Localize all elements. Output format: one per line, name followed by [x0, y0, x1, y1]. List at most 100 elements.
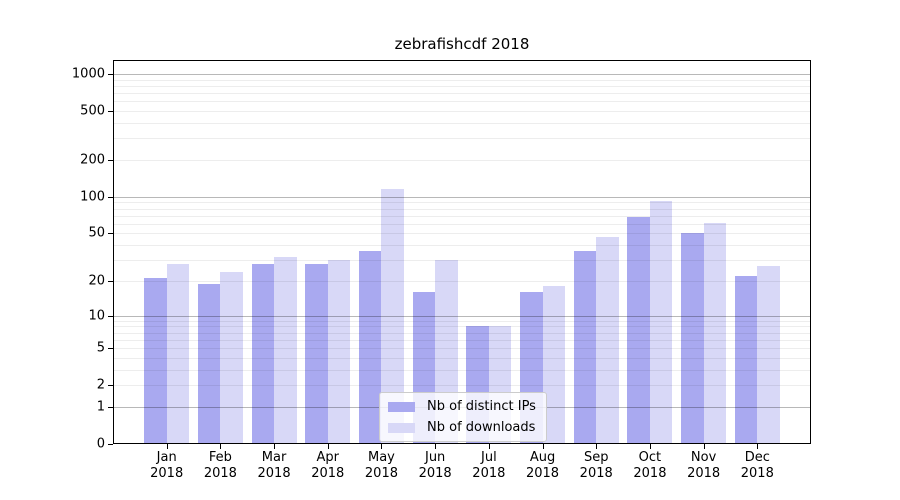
x-tick-sep: [596, 444, 598, 449]
x-tick-year: 2018: [740, 466, 774, 481]
x-tick-month: Aug: [529, 450, 556, 465]
bar-distinct-ips-apr: [305, 263, 328, 444]
x-tick-aug: [542, 444, 544, 449]
bar-downloads-feb: [220, 271, 243, 444]
x-tick-month: May: [368, 450, 395, 465]
y-tick-200: [108, 160, 113, 162]
x-tick-month: Jun: [424, 450, 446, 465]
x-tick-month: Sep: [583, 450, 609, 465]
gridline-minor-5: [113, 348, 811, 350]
y-tick-label-1: 1: [96, 399, 105, 415]
y-tick-label-500: 500: [80, 103, 105, 119]
legend: Nb of distinct IPs Nb of downloads: [379, 392, 547, 442]
y-tick-label-200: 200: [80, 152, 105, 168]
x-tick-dec: [757, 444, 759, 449]
gridline-minor-500: [113, 111, 811, 113]
x-tick-year: 2018: [633, 466, 667, 481]
legend-swatch-distinct-ips: [388, 401, 415, 412]
x-tick-year: 2018: [687, 466, 721, 481]
gridline-minor-90: [113, 202, 811, 204]
bar-downloads-oct: [649, 201, 673, 444]
bar-distinct-ips-sep: [573, 250, 597, 444]
chart-title: zebrafishcdf 2018: [394, 35, 530, 53]
gridline-minor-600: [113, 101, 811, 103]
x-tick-label-aug: Aug 2018: [513, 450, 573, 482]
bar-distinct-ips-nov: [681, 233, 704, 444]
gridline-minor-800: [113, 85, 811, 87]
x-tick-oct: [649, 444, 651, 449]
x-tick-year: 2018: [257, 466, 291, 481]
x-tick-label-feb: Feb 2018: [190, 450, 250, 482]
x-tick-year: 2018: [203, 466, 237, 481]
x-tick-jan: [166, 444, 168, 449]
y-tick-10: [108, 315, 113, 317]
gridline-minor-9: [113, 320, 811, 322]
bar-downloads-jan: [166, 263, 190, 444]
y-tick-5: [108, 348, 113, 350]
x-tick-jun: [435, 444, 437, 449]
gridline-minor-4: [113, 357, 811, 359]
gridline-minor-3: [113, 369, 811, 371]
gridline-minor-20: [113, 280, 811, 282]
bar-downloads-nov: [703, 222, 727, 444]
x-tick-label-oct: Oct 2018: [620, 450, 680, 482]
gridline-major-1000: [113, 74, 811, 76]
gridline-minor-8: [113, 326, 811, 328]
y-tick-100: [108, 196, 113, 198]
x-tick-month: Oct: [638, 450, 662, 465]
bar-downloads-dec: [757, 265, 780, 444]
y-tick-500: [108, 111, 113, 113]
y-tick-label-1000: 1000: [71, 66, 105, 82]
bar-distinct-ips-jan: [144, 278, 167, 444]
y-tick-label-0: 0: [96, 436, 105, 452]
gridline-minor-30: [113, 260, 811, 262]
y-tick-label-5: 5: [96, 340, 105, 356]
x-tick-jul: [488, 444, 490, 449]
gridline-minor-6: [113, 339, 811, 341]
x-tick-label-nov: Nov 2018: [674, 450, 734, 482]
gridline-minor-60: [113, 223, 811, 225]
x-tick-label-jun: Jun 2018: [405, 450, 465, 482]
bar-distinct-ips-mar: [251, 263, 275, 444]
x-tick-nov: [703, 444, 705, 449]
bar-distinct-ips-feb: [197, 283, 221, 444]
x-tick-label-mar: Mar 2018: [244, 450, 304, 482]
gridline-major-10: [113, 315, 811, 317]
x-tick-month: Jan: [156, 450, 177, 465]
x-tick-label-dec: Dec 2018: [727, 450, 787, 482]
x-tick-label-sep: Sep 2018: [566, 450, 626, 482]
gridline-minor-50: [113, 233, 811, 235]
x-tick-month: Nov: [690, 450, 717, 465]
y-tick-label-10: 10: [88, 308, 105, 324]
gridline-minor-7: [113, 332, 811, 334]
x-tick-year: 2018: [418, 466, 452, 481]
gridline-minor-200: [113, 160, 811, 162]
y-tick-20: [108, 280, 113, 282]
bar-distinct-ips-oct: [627, 217, 650, 444]
bar-downloads-aug: [542, 286, 566, 444]
x-tick-year: 2018: [150, 466, 184, 481]
gridline-minor-70: [113, 215, 811, 217]
y-tick-label-2: 2: [96, 377, 105, 393]
gridline-major-100: [113, 196, 811, 198]
x-tick-label-may: May 2018: [351, 450, 411, 482]
x-tick-year: 2018: [472, 466, 506, 481]
y-tick-label-50: 50: [88, 225, 105, 241]
legend-item-downloads: Nb of downloads: [388, 420, 536, 435]
bar-downloads-sep: [596, 236, 619, 444]
gridline-minor-900: [113, 79, 811, 81]
bar-distinct-ips-dec: [734, 276, 758, 444]
legend-label-downloads: Nb of downloads: [427, 420, 536, 435]
bar-downloads-may: [381, 189, 404, 444]
y-tick-0: [108, 444, 113, 445]
x-tick-apr: [327, 444, 329, 449]
x-tick-month: Feb: [208, 450, 232, 465]
x-tick-year: 2018: [311, 466, 345, 481]
x-tick-label-jan: Jan 2018: [137, 450, 197, 482]
gridline-minor-700: [113, 93, 811, 95]
gridline-minor-400: [113, 123, 811, 125]
y-tick-label-20: 20: [88, 273, 105, 289]
x-tick-label-apr: Apr 2018: [298, 450, 358, 482]
x-tick-year: 2018: [364, 466, 398, 481]
gridline-minor-40: [113, 245, 811, 247]
